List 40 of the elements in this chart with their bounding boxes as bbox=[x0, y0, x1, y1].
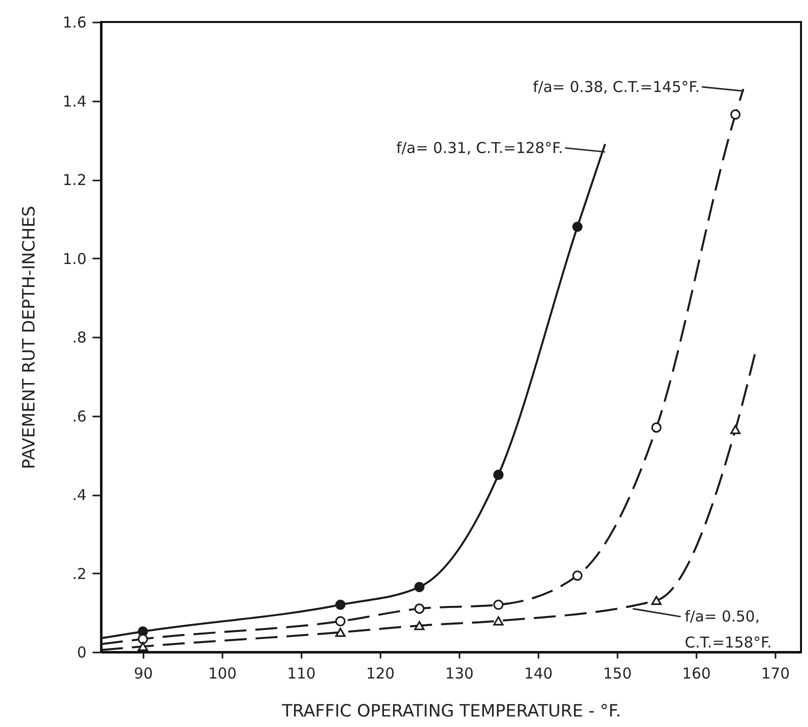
point bbox=[572, 222, 583, 232]
y-tick-label: 0 bbox=[76, 644, 86, 662]
annotation: f/a= 0.50, C.T.=158°F. bbox=[684, 608, 772, 652]
x-tick-label: 130 bbox=[445, 664, 474, 682]
point bbox=[335, 616, 346, 626]
point bbox=[493, 470, 504, 480]
y-tick-label: .4 bbox=[72, 486, 86, 504]
point bbox=[651, 596, 662, 605]
x-tick-label: 90 bbox=[134, 664, 153, 682]
y-tick-label: 1.4 bbox=[62, 92, 86, 110]
point bbox=[730, 424, 741, 434]
point bbox=[138, 634, 148, 644]
x-tick-label: 170 bbox=[761, 664, 790, 682]
x-tick-label: 160 bbox=[682, 664, 711, 682]
y-tick-label: 1.6 bbox=[62, 14, 86, 32]
point bbox=[493, 616, 504, 626]
x-tick-label: 120 bbox=[366, 664, 395, 682]
point bbox=[493, 600, 504, 610]
point bbox=[414, 604, 425, 614]
point bbox=[572, 570, 583, 581]
y-axis-title: PAVEMENT RUT DEPTH-INCHES bbox=[20, 206, 40, 470]
point bbox=[730, 109, 741, 120]
y-tick-label: .6 bbox=[72, 407, 86, 426]
point bbox=[335, 628, 346, 637]
x-tick-label: 140 bbox=[524, 664, 553, 682]
point bbox=[335, 600, 346, 610]
y-tick-label: .2 bbox=[72, 564, 86, 583]
point bbox=[414, 582, 425, 592]
x-tick-label: 150 bbox=[603, 664, 632, 682]
y-tick-label: 1.2 bbox=[62, 171, 86, 189]
y-tick-label: .8 bbox=[72, 328, 86, 346]
annotation: f/a= 0.38, C.T.=145°F. bbox=[532, 78, 700, 96]
x-tick-label: 110 bbox=[287, 664, 316, 682]
x-axis-title: TRAFFIC OPERATING TEMPERATURE - °F. bbox=[281, 702, 621, 722]
x-tick-label: 100 bbox=[208, 664, 237, 682]
annotation: f/a= 0.31, C.T.=128°F. bbox=[396, 138, 564, 157]
point bbox=[414, 621, 425, 630]
point bbox=[651, 422, 662, 433]
y-tick-label: 1.0 bbox=[62, 250, 86, 268]
point bbox=[138, 642, 148, 652]
